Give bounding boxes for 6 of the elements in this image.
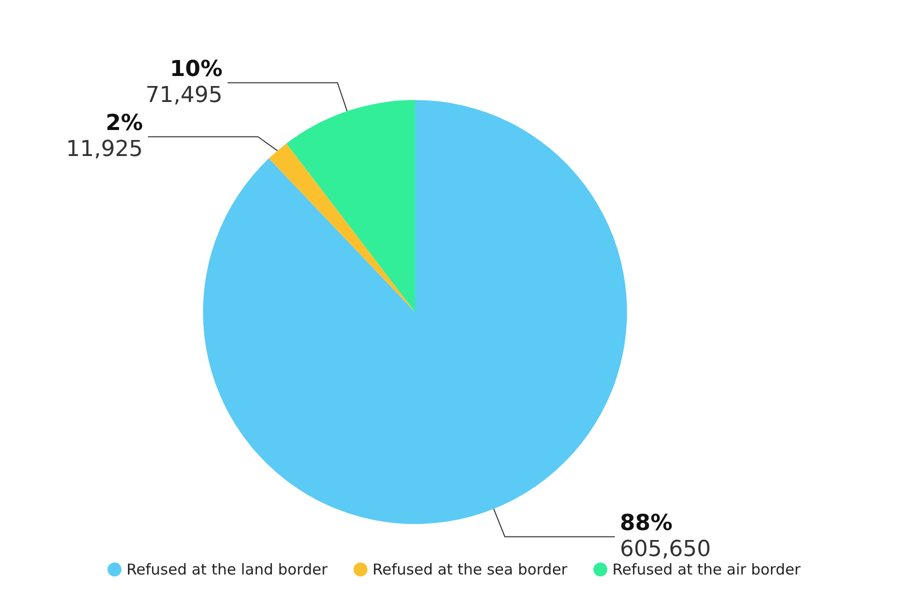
legend-label: Refused at the air border (612, 560, 802, 578)
data-label: 10% 71,495 (146, 57, 223, 108)
data-label: 2% 11,925 (66, 111, 143, 162)
data-label: 88% 605,650 (620, 511, 711, 562)
legend-label: Refused at the land border (126, 560, 328, 578)
legend-label: Refused at the sea border (372, 560, 568, 578)
